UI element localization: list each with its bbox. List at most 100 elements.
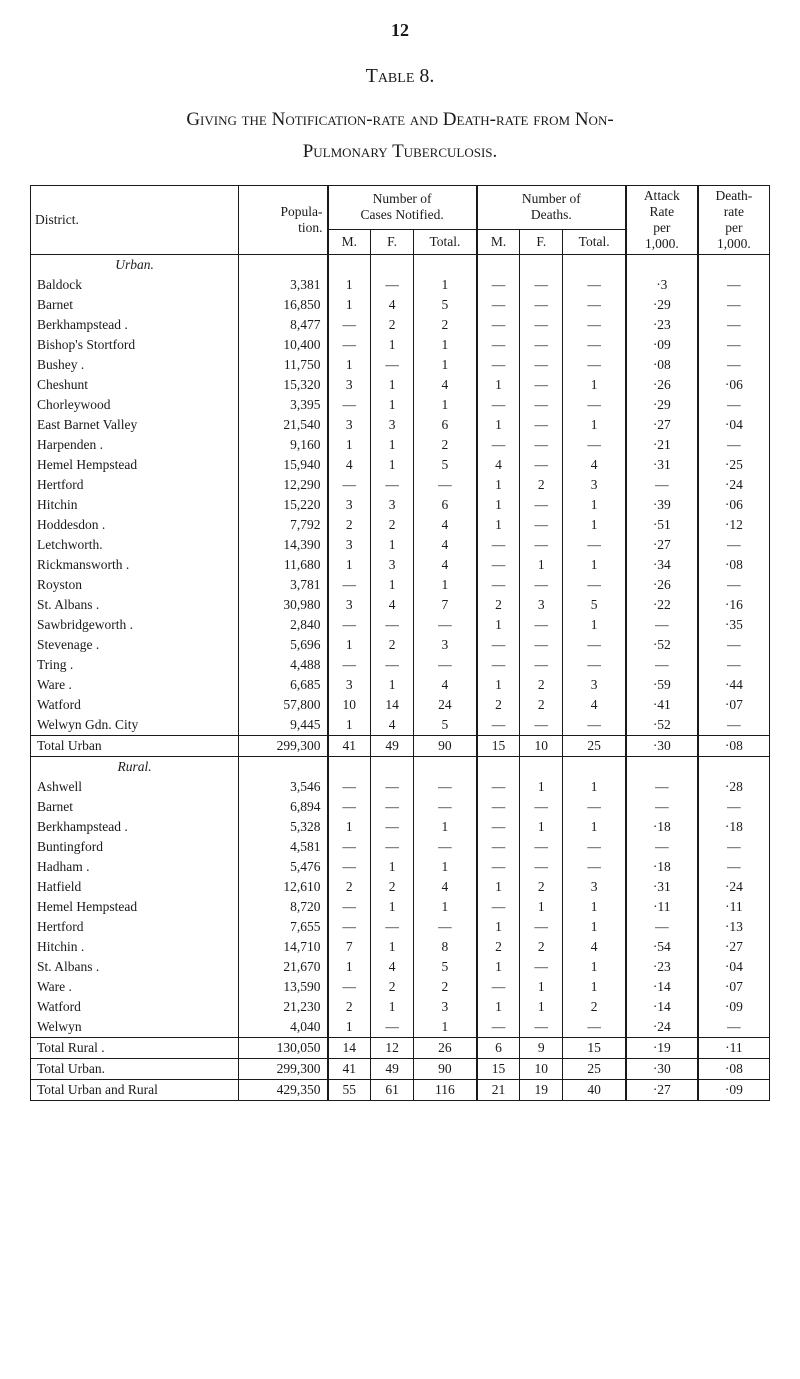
- data-row-deaths-m: 1: [477, 675, 520, 695]
- data-row-population: 9,160: [239, 435, 328, 455]
- summary-row: Total Urban.299,300414990151025·30·08: [31, 1058, 770, 1079]
- empty-cell: [371, 254, 414, 275]
- data-row-district: Hitchin: [31, 495, 239, 515]
- data-row-deaths-f: 2: [520, 877, 563, 897]
- data-row-death-rate: ·13: [698, 917, 770, 937]
- data-row-cases-m: 2: [328, 877, 371, 897]
- data-row-deaths-total: 1: [563, 555, 626, 575]
- data-row-cases-m: 1: [328, 1017, 371, 1038]
- data-row-death-rate: —: [698, 315, 770, 335]
- data-row-population: 11,750: [239, 355, 328, 375]
- data-row: Chorleywood3,395—11———·29—: [31, 395, 770, 415]
- data-row: Barnet16,850145———·29—: [31, 295, 770, 315]
- data-row-deaths-m: —: [477, 655, 520, 675]
- data-row: Letchworth.14,390314———·27—: [31, 535, 770, 555]
- data-row-population: 3,781: [239, 575, 328, 595]
- data-row-cases-f: 1: [371, 897, 414, 917]
- data-row-deaths-f: 2: [520, 695, 563, 715]
- data-row-cases-f: 2: [371, 977, 414, 997]
- data-row-population: 12,610: [239, 877, 328, 897]
- data-row-cases-m: 2: [328, 997, 371, 1017]
- grand-total-row-district: Total Urban and Rural: [31, 1079, 239, 1100]
- data-row-cases-f: —: [371, 355, 414, 375]
- data-row-deaths-m: 1: [477, 957, 520, 977]
- data-row-cases-m: 3: [328, 415, 371, 435]
- section-label: Rural.: [31, 756, 239, 777]
- data-row-attack-rate: —: [626, 615, 698, 635]
- data-row-deaths-f: 2: [520, 937, 563, 957]
- data-row-attack-rate: ·27: [626, 415, 698, 435]
- summary-row-district: Total Rural .: [31, 1037, 239, 1058]
- data-row-deaths-f: 1: [520, 977, 563, 997]
- data-row: Welwyn Gdn. City9,445145———·52—: [31, 715, 770, 736]
- empty-cell: [477, 756, 520, 777]
- data-row-deaths-m: —: [477, 817, 520, 837]
- data-row-cases-f: 4: [371, 595, 414, 615]
- data-row-cases-total: 6: [414, 495, 477, 515]
- empty-cell: [626, 254, 698, 275]
- data-row-death-rate: —: [698, 715, 770, 736]
- data-row-district: Bushey .: [31, 355, 239, 375]
- data-row-deaths-total: 1: [563, 615, 626, 635]
- data-row-deaths-total: 1: [563, 515, 626, 535]
- data-row-district: Berkhampstead .: [31, 817, 239, 837]
- data-row-district: Ashwell: [31, 777, 239, 797]
- empty-cell: [239, 254, 328, 275]
- empty-cell: [239, 756, 328, 777]
- summary-row-attack-rate: ·30: [626, 1058, 698, 1079]
- data-row-deaths-total: —: [563, 275, 626, 295]
- data-row-cases-total: —: [414, 777, 477, 797]
- data-row-deaths-total: 3: [563, 475, 626, 495]
- data-row-cases-f: 1: [371, 857, 414, 877]
- data-row-attack-rate: ·29: [626, 295, 698, 315]
- data-row: Berkhampstead .5,3281—1—11·18·18: [31, 817, 770, 837]
- data-row: Barnet6,894————————: [31, 797, 770, 817]
- data-row-population: 3,546: [239, 777, 328, 797]
- data-row-deaths-f: 2: [520, 675, 563, 695]
- data-row-cases-total: —: [414, 475, 477, 495]
- data-row-attack-rate: —: [626, 917, 698, 937]
- data-row-cases-m: 1: [328, 295, 371, 315]
- data-row-deaths-f: —: [520, 395, 563, 415]
- data-row-deaths-m: 2: [477, 595, 520, 615]
- grand-total-row-cases-total: 116: [414, 1079, 477, 1100]
- data-row-deaths-m: —: [477, 837, 520, 857]
- data-row-deaths-total: —: [563, 715, 626, 736]
- header-deaths-group: Number of Deaths.: [477, 185, 626, 229]
- data-row-attack-rate: —: [626, 655, 698, 675]
- data-row-cases-f: —: [371, 817, 414, 837]
- data-row-district: Harpenden .: [31, 435, 239, 455]
- data-row-population: 6,685: [239, 675, 328, 695]
- data-row-deaths-total: 2: [563, 997, 626, 1017]
- data-row-death-rate: ·08: [698, 555, 770, 575]
- data-row-district: Ware .: [31, 977, 239, 997]
- data-row-population: 5,476: [239, 857, 328, 877]
- data-row-deaths-m: 1: [477, 415, 520, 435]
- data-row-deaths-total: 1: [563, 375, 626, 395]
- data-row-deaths-m: 2: [477, 695, 520, 715]
- summary-row-deaths-total: 25: [563, 1058, 626, 1079]
- data-row-population: 5,328: [239, 817, 328, 837]
- header-population: Popula- tion.: [239, 185, 328, 254]
- data-row-population: 9,445: [239, 715, 328, 736]
- data-row-cases-m: 3: [328, 535, 371, 555]
- data-row-death-rate: ·12: [698, 515, 770, 535]
- data-row-cases-f: —: [371, 917, 414, 937]
- data-row-cases-f: —: [371, 837, 414, 857]
- data-row-deaths-m: —: [477, 275, 520, 295]
- summary-row-deaths-m: 6: [477, 1037, 520, 1058]
- data-row-deaths-f: —: [520, 857, 563, 877]
- data-row-cases-m: —: [328, 315, 371, 335]
- data-row-district: Welwyn: [31, 1017, 239, 1038]
- data-row-deaths-f: 1: [520, 555, 563, 575]
- data-row-deaths-f: —: [520, 575, 563, 595]
- data-row-deaths-total: 4: [563, 937, 626, 957]
- data-row-deaths-m: —: [477, 535, 520, 555]
- data-row-deaths-f: 1: [520, 997, 563, 1017]
- header-deaths-total: Total.: [563, 229, 626, 254]
- data-row-deaths-total: 3: [563, 675, 626, 695]
- data-row-deaths-total: —: [563, 1017, 626, 1038]
- data-row-deaths-total: 1: [563, 957, 626, 977]
- data-row-district: Barnet: [31, 797, 239, 817]
- empty-cell: [698, 254, 770, 275]
